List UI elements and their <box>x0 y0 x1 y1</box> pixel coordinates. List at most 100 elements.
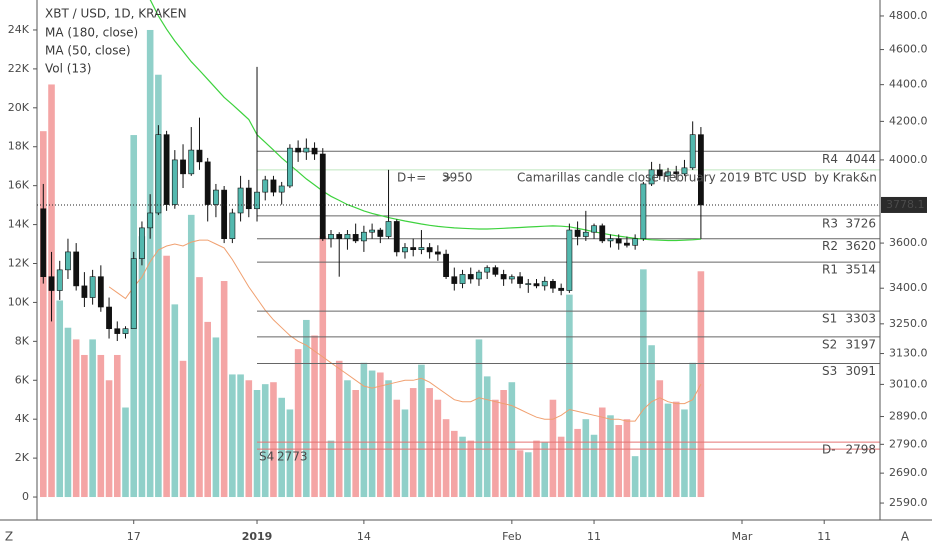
volume-bar <box>113 354 121 498</box>
volume-bar <box>475 339 483 498</box>
candle-body <box>689 134 696 169</box>
volume-bar <box>294 349 302 498</box>
plot-area <box>40 0 880 498</box>
candle-body <box>295 147 302 153</box>
candle-body <box>624 242 630 246</box>
candle-body <box>270 179 277 193</box>
candle-body <box>254 191 260 210</box>
volume-bar <box>171 304 179 498</box>
volume-bar <box>286 409 294 498</box>
level-note: Camarillas candle close February 2019 BT… <box>517 170 877 184</box>
candle-body <box>122 328 129 334</box>
candle-body <box>377 229 384 237</box>
toolbar-button[interactable]: A <box>901 530 910 544</box>
candle-body <box>673 171 680 175</box>
y2-tick-label: 4K <box>15 412 30 425</box>
volume-bar <box>261 384 269 498</box>
candle-body <box>163 134 170 205</box>
volume-bar <box>598 407 606 498</box>
candle-body <box>237 187 244 214</box>
level-value: 4044 <box>845 152 876 166</box>
y-tick-label: 4000.0 <box>889 153 928 166</box>
candle-body <box>607 238 614 242</box>
candle-body <box>40 208 47 277</box>
y-tick-label: 3130.0 <box>889 347 928 360</box>
level-value: 3620 <box>845 239 876 253</box>
volume-bar <box>81 354 88 498</box>
candle-body <box>599 225 606 242</box>
volume-bar <box>245 380 253 498</box>
volume-bar <box>541 442 549 498</box>
toolbar-button[interactable]: Z <box>5 530 13 544</box>
volume-bar <box>492 399 499 498</box>
volume-bar <box>229 374 236 498</box>
level-value: 3303 <box>845 312 876 326</box>
y-tick-label: 3600.0 <box>889 236 928 249</box>
candle-body <box>147 212 154 229</box>
candle-body <box>681 167 688 175</box>
y-tick-label: 2790.0 <box>889 437 928 450</box>
y-tick-label: 2890.0 <box>889 410 928 423</box>
y2-tick-label: 10K <box>8 295 30 308</box>
candle-body <box>106 306 112 330</box>
candle-body <box>171 159 178 205</box>
y2-tick-label: 22K <box>8 62 30 75</box>
candle-body <box>434 251 441 255</box>
level-value: 3950 <box>442 170 473 184</box>
volume-bar <box>631 456 639 498</box>
volume-bar <box>56 300 64 498</box>
x-tick-label: 11 <box>817 530 831 543</box>
candle-body <box>385 221 392 237</box>
volume-bar <box>335 360 343 498</box>
volume-bar <box>483 376 491 498</box>
volume-bar <box>623 419 631 498</box>
candle-body <box>81 285 88 298</box>
candle-body <box>73 251 80 287</box>
y-tick-label: 4600.0 <box>889 43 928 56</box>
level-value: 3514 <box>845 263 876 277</box>
candle-body <box>319 153 326 240</box>
y2-tick-label: 2K <box>15 451 30 464</box>
candle-body <box>114 328 121 334</box>
volume-bar <box>122 407 129 498</box>
volume-bar <box>40 131 47 498</box>
volume-bar <box>311 335 318 498</box>
volume-bar <box>327 440 335 498</box>
candle-body <box>221 189 228 240</box>
y2-tick-label: 18K <box>8 140 30 153</box>
volume-bar <box>434 399 442 498</box>
candle-body <box>344 234 351 240</box>
candle-body <box>278 185 285 193</box>
volume-bar <box>204 321 211 498</box>
volume-bar <box>344 380 351 498</box>
volume-bar <box>237 374 244 498</box>
x-tick-label: 14 <box>357 530 371 543</box>
candle-body <box>500 274 507 280</box>
candle-body <box>648 169 655 185</box>
volume-bar <box>566 294 573 498</box>
y-tick-label: 2590.0 <box>889 496 928 509</box>
volume-bar <box>220 281 228 498</box>
volume-bar <box>557 436 565 498</box>
candle-body <box>360 231 367 242</box>
chart-title: XBT / USD, 1D, KRAKEN <box>45 7 187 21</box>
volume-bar <box>377 372 384 498</box>
y2-tick-label: 20K <box>8 101 30 114</box>
volume-ma-line <box>108 239 702 422</box>
candle-body <box>492 267 499 275</box>
volume-bar <box>401 409 409 498</box>
volume-bar <box>179 360 187 498</box>
volume-bar <box>385 380 392 498</box>
x-tick-label: 2019 <box>242 530 273 543</box>
volume-bar <box>278 397 285 498</box>
candle-body <box>196 149 203 163</box>
level-name: R4 <box>822 152 838 166</box>
y-tick-label: 3250.0 <box>889 317 928 330</box>
level-name: S4 <box>259 450 274 464</box>
candle-body <box>550 280 556 289</box>
volume-bar <box>500 390 507 498</box>
y2-tick-label: 0 <box>22 490 29 503</box>
candle-body <box>328 234 334 240</box>
candle-body <box>286 147 293 187</box>
volume-bar <box>187 214 195 498</box>
